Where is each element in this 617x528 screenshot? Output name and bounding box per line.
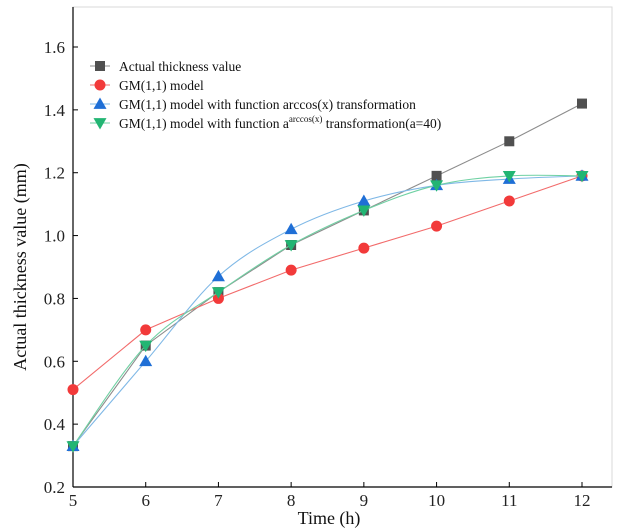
data-point [211, 287, 225, 299]
series-3 [66, 169, 589, 452]
data-point [430, 180, 444, 192]
series-4 [66, 170, 589, 453]
x-tick-label: 7 [214, 491, 223, 510]
legend-item: GM(1,1) model [90, 78, 204, 93]
legend-item: GM(1,1) model with function arccos(x) tr… [90, 97, 416, 112]
legend-item: GM(1,1) model with function aarccos(x) t… [90, 114, 441, 131]
data-point [575, 170, 589, 183]
data-point [431, 170, 442, 181]
legend-label: GM(1,1) model [119, 78, 204, 93]
y-tick-label: 0.8 [44, 289, 65, 308]
data-point [577, 98, 587, 109]
series-layer [66, 98, 589, 453]
legend-label: Actual thickness value [119, 59, 241, 74]
data-point [431, 220, 443, 232]
x-tick-label: 12 [574, 491, 591, 510]
data-point [502, 170, 516, 183]
axes: 5 6 7 8 9 10 11 12 0.2 0.4 0.6 0.8 1.0 1.2 1.4 1.6 [44, 38, 591, 510]
y-tick-label: 1.4 [44, 101, 66, 120]
y-tick-label: 1.2 [44, 164, 65, 183]
y-tick-label: 0.4 [44, 415, 66, 434]
plot-frame [72, 6, 613, 488]
data-point [503, 195, 515, 207]
data-point [67, 384, 79, 396]
data-point [66, 441, 80, 453]
legend: Actual thickness value GM(1,1) model GM(1,… [90, 59, 441, 131]
x-tick-label: 5 [69, 491, 78, 510]
legend-marker [93, 118, 107, 130]
data-point [504, 136, 515, 147]
x-tick-label: 10 [428, 491, 445, 510]
legend-item: Actual thickness value [90, 59, 241, 74]
data-point [358, 242, 370, 254]
data-point [357, 194, 371, 206]
legend-label: GM(1,1) model with function aarccos(x) t… [119, 114, 441, 131]
x-tick-label: 6 [141, 491, 150, 510]
x-tick-label: 9 [360, 491, 369, 510]
y-tick-label: 1.0 [44, 227, 65, 246]
data-point [211, 269, 225, 282]
y-tick-label: 0.2 [44, 478, 65, 497]
legend-marker [93, 97, 107, 109]
legend-label: GM(1,1) model with function arccos(x) tr… [119, 97, 416, 112]
data-point [140, 324, 152, 336]
x-tick-label: 8 [287, 491, 296, 510]
data-point [285, 264, 297, 276]
series-1 [68, 98, 587, 452]
data-point [139, 340, 153, 353]
y-axis-label: Actual thickness value (mm) [10, 163, 31, 370]
series-line [72, 174, 583, 447]
series-line [72, 175, 583, 391]
data-point [139, 354, 153, 367]
x-tick-label: 11 [501, 491, 517, 510]
x-axis-label: Time (h) [298, 508, 361, 528]
y-tick-label: 1.6 [44, 38, 65, 57]
data-point [284, 240, 298, 252]
legend-marker [95, 61, 105, 71]
series-line [72, 175, 583, 447]
y-tick-label: 0.6 [44, 352, 65, 371]
data-point [284, 222, 298, 235]
data-point [357, 205, 371, 217]
legend-marker [94, 79, 106, 91]
series-line [72, 103, 583, 447]
